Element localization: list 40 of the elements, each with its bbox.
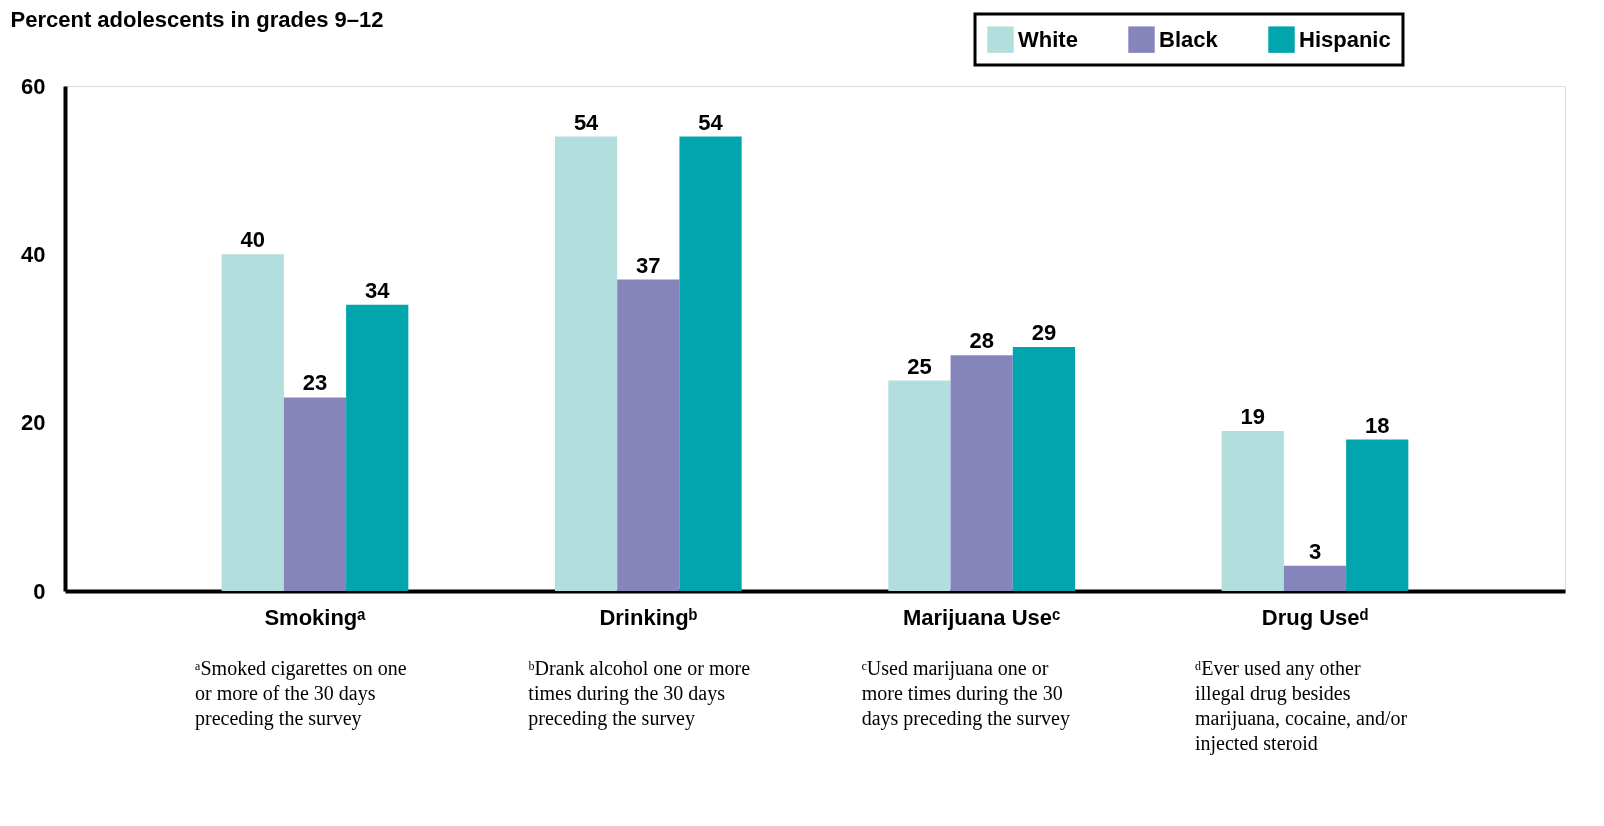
data-label: 29 (1031, 319, 1057, 345)
y-tick-label: 40 (21, 241, 46, 267)
bar (1346, 439, 1409, 591)
data-label: 34 (364, 277, 391, 303)
bar (346, 304, 409, 591)
bar (283, 397, 347, 591)
bar (888, 380, 951, 591)
x-tick-label: Drinkingᵇ (599, 604, 698, 630)
data-label: 54 (698, 109, 724, 135)
y-tick-label: 20 (21, 410, 46, 436)
text: ᶜUsed marijuana one or more times during the 30 days preceding the survey (861, 657, 1070, 730)
legend-label: Hispanic (1299, 26, 1391, 52)
data-label: 25 (907, 353, 932, 379)
bar (950, 355, 1013, 591)
bar (1221, 431, 1284, 591)
data-label: 19 (1240, 404, 1266, 430)
bar (1012, 346, 1075, 591)
legend-label: Black (1159, 26, 1219, 52)
x-tick-label: Marijuana Useᶜ (902, 604, 1061, 630)
legend-label: White (1018, 26, 1078, 52)
x-tick-label: Drug Useᵈ (1261, 604, 1369, 630)
bar (221, 254, 284, 591)
data-label: 3 (1308, 538, 1322, 564)
text: ᵈEver used any other illegal drug besides marijuana, cocaine, and/or injected steroid (1195, 657, 1408, 755)
text: ᵇDrank alcohol one or more times during the 30 days preceding the survey (528, 657, 751, 730)
data-label: 28 (969, 328, 994, 354)
y-axis-title: Percent adolescents in grades 9–12 (10, 6, 384, 32)
bar (555, 136, 618, 591)
y-tick-label: 0 (33, 578, 46, 604)
data-label: 37 (636, 252, 661, 278)
text: ᵃSmoked cigarettes on one or more of the 30 days preceding the survey (195, 657, 407, 730)
data-label: 23 (302, 370, 328, 396)
bar (617, 279, 680, 591)
y-tick-label: 60 (21, 73, 46, 99)
data-label: 40 (240, 227, 266, 253)
data-label: 54 (573, 109, 600, 135)
bar (679, 136, 742, 591)
data-label: 18 (1364, 412, 1390, 438)
x-tick-label: Smokingᵃ (264, 604, 367, 630)
bar (1283, 565, 1347, 591)
